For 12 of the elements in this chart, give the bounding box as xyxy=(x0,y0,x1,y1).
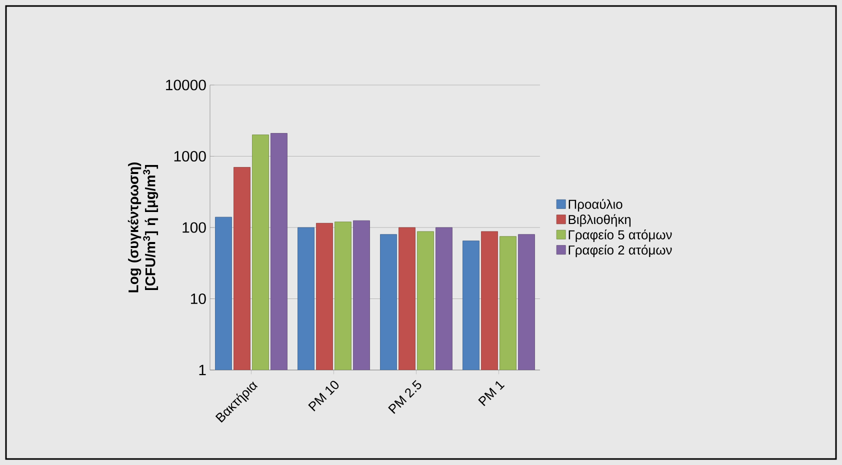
x-tick-label: PM 10 xyxy=(308,380,339,412)
y-tick-label: 1 xyxy=(199,364,206,376)
legend-label: Προαύλιο xyxy=(568,199,622,212)
y-tick-label: 10000 xyxy=(166,80,206,90)
y-tick-label: 100 xyxy=(182,222,206,233)
legend-label: Γραφείο 2 ατόμων xyxy=(568,244,672,258)
legend-label: Γραφείο 5 ατόμων xyxy=(568,229,672,242)
y-tick-label: 1000 xyxy=(174,150,206,162)
x-tick-label: PM 2.5 xyxy=(388,380,422,414)
legend-label: Βιβλιοθήκη xyxy=(568,214,631,227)
y-tick-label: 10 xyxy=(191,293,206,304)
x-tick-label: PM 1 xyxy=(478,381,505,406)
